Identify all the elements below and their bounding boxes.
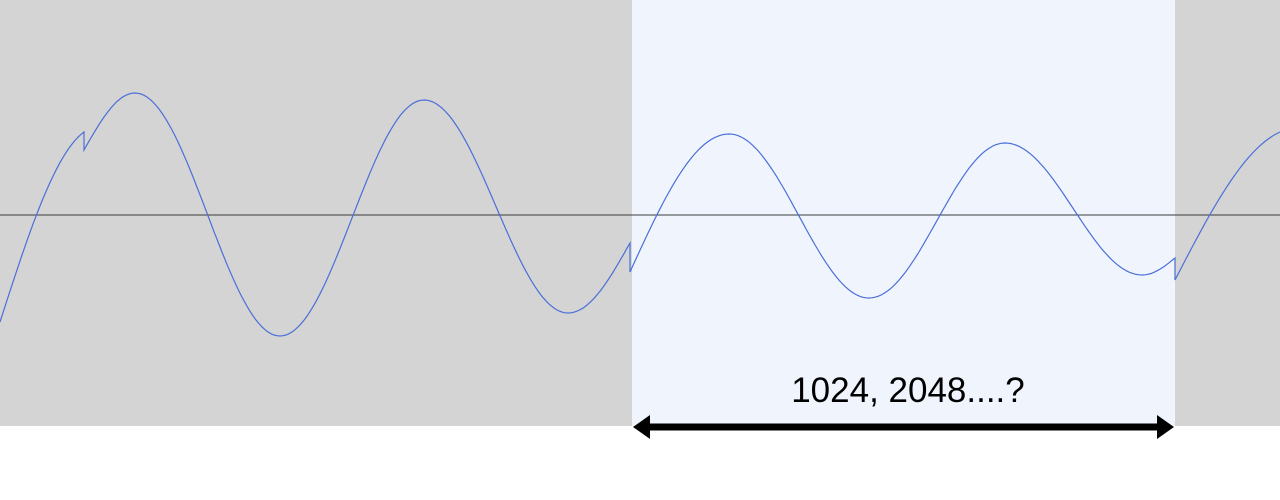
selection-region [632,0,1175,426]
arrow-head-right [1157,415,1174,439]
arrow-head-left [633,415,650,439]
frame-size-label: 1024, 2048....? [791,371,1025,410]
audio-waveform [0,92,1280,337]
frame-size-arrow [633,415,1174,439]
